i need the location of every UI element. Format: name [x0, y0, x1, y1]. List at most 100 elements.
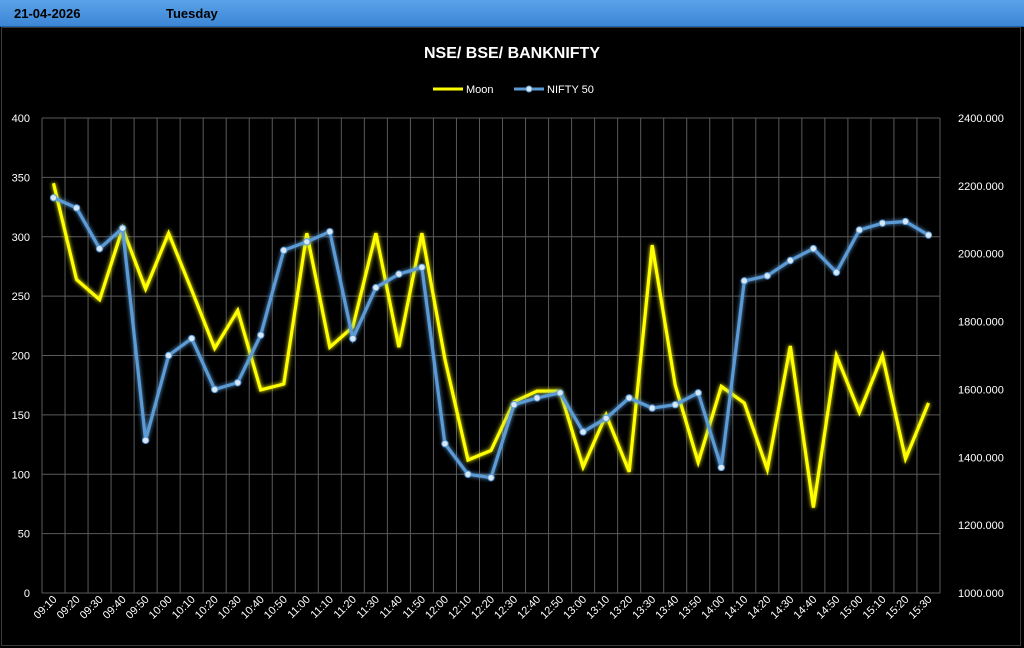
x-tick-label: 10:20	[193, 594, 221, 622]
left-tick-label: 250	[12, 291, 30, 303]
x-tick-label: 09:50	[124, 594, 152, 622]
data-point	[695, 390, 701, 396]
series-nifty-50	[50, 195, 931, 481]
right-tick-label: 1800.000	[958, 317, 1004, 329]
legend-item: NIFTY 50	[514, 84, 594, 96]
x-axis: 09:1009:2009:3009:4009:5010:0010:1010:20…	[32, 594, 935, 622]
x-tick-label: 11:50	[401, 594, 428, 621]
x-tick-label: 15:30	[907, 594, 935, 622]
data-point	[925, 232, 931, 238]
legend: Moon NIFTY 50	[433, 84, 594, 96]
data-point	[902, 218, 908, 224]
x-tick-label: 12:00	[423, 594, 451, 622]
data-point	[465, 471, 471, 477]
x-tick-label: 10:00	[147, 594, 175, 622]
right-tick-label: 1400.000	[958, 452, 1004, 464]
data-point	[787, 257, 793, 263]
left-tick-label: 50	[18, 529, 30, 541]
right-tick-label: 2400.000	[958, 113, 1004, 125]
data-point	[442, 441, 448, 447]
left-tick-label: 300	[12, 232, 30, 244]
x-tick-label: 11:40	[378, 594, 405, 621]
data-point	[119, 225, 125, 231]
x-tick-label: 11:10	[309, 594, 336, 621]
x-tick-label: 09:10	[32, 594, 60, 622]
left-tick-label: 350	[12, 172, 30, 184]
data-point	[50, 195, 56, 201]
left-tick-label: 200	[12, 351, 30, 363]
x-tick-label: 14:00	[699, 594, 727, 622]
left-tick-label: 400	[12, 113, 30, 125]
x-tick-label: 09:20	[55, 594, 83, 622]
data-point	[73, 205, 79, 211]
x-tick-label: 13:10	[584, 594, 612, 622]
x-tick-label: 11:00	[286, 594, 313, 621]
legend-item: Moon	[433, 84, 494, 96]
x-tick-label: 13:40	[653, 594, 681, 622]
data-point	[419, 264, 425, 270]
left-tick-label: 100	[12, 469, 30, 481]
x-tick-label: 12:50	[538, 594, 566, 622]
x-tick-label: 11:30	[355, 594, 382, 621]
right-tick-label: 1000.000	[958, 588, 1004, 600]
x-tick-label: 15:10	[861, 594, 889, 622]
x-tick-label: 12:40	[515, 594, 543, 622]
right-tick-label: 1200.000	[958, 520, 1004, 532]
data-point	[856, 227, 862, 233]
x-tick-label: 09:40	[101, 594, 129, 622]
x-tick-label: 13:50	[676, 594, 704, 622]
data-point	[672, 401, 678, 407]
data-point	[741, 278, 747, 284]
x-tick-label: 15:20	[884, 594, 912, 622]
data-point	[165, 352, 171, 358]
x-tick-label: 12:10	[446, 594, 474, 622]
legend-label: Moon	[466, 84, 494, 96]
legend-marker	[526, 86, 532, 92]
x-tick-label: 13:20	[607, 594, 635, 622]
left-axis: 0 50 100 150 200 250 300 350 400	[12, 113, 30, 600]
data-point	[649, 405, 655, 411]
data-point	[626, 395, 632, 401]
left-tick-label: 150	[12, 410, 30, 422]
data-point	[810, 245, 816, 251]
right-axis: 1000.0001200.0001400.0001600.0001800.000…	[958, 113, 1004, 600]
x-tick-label: 12:20	[469, 594, 497, 622]
x-tick-label: 14:20	[745, 594, 773, 622]
series-layer	[50, 183, 931, 507]
x-tick-label: 12:30	[492, 594, 520, 622]
x-tick-label: 10:10	[170, 594, 198, 622]
data-point	[235, 379, 241, 385]
data-point	[188, 335, 194, 341]
data-point	[96, 245, 102, 251]
data-point	[580, 429, 586, 435]
x-tick-label: 14:30	[769, 594, 797, 622]
data-point	[534, 395, 540, 401]
data-point	[327, 228, 333, 234]
x-tick-label: 13:30	[630, 594, 658, 622]
x-tick-label: 10:30	[216, 594, 244, 622]
x-tick-label: 10:50	[262, 594, 290, 622]
data-point	[764, 273, 770, 279]
data-point	[603, 415, 609, 421]
left-tick-label: 0	[24, 588, 30, 600]
data-point	[211, 386, 217, 392]
data-point	[373, 284, 379, 290]
data-point	[718, 464, 724, 470]
data-point	[879, 220, 885, 226]
data-point	[511, 401, 517, 407]
right-tick-label: 2200.000	[958, 181, 1004, 193]
data-point	[304, 239, 310, 245]
x-tick-label: 13:00	[561, 594, 589, 622]
x-tick-label: 14:50	[815, 594, 843, 622]
data-point	[557, 390, 563, 396]
data-point	[281, 247, 287, 253]
x-tick-label: 09:30	[78, 594, 106, 622]
x-tick-label: 14:40	[792, 594, 820, 622]
chart-title: NSE/ BSE/ BANKNIFTY	[424, 45, 600, 62]
x-tick-label: 14:10	[722, 594, 750, 622]
data-point	[142, 437, 148, 443]
right-tick-label: 2000.000	[958, 249, 1004, 261]
data-point	[833, 269, 839, 275]
legend-label: NIFTY 50	[547, 84, 594, 96]
